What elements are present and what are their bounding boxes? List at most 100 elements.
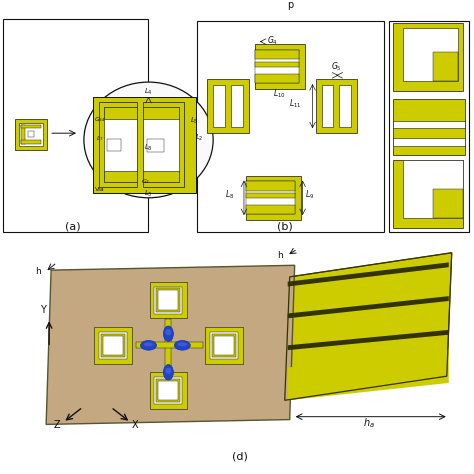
Bar	[231, 85, 243, 128]
Bar	[321, 85, 333, 128]
Bar	[197, 21, 384, 231]
Bar	[21, 125, 25, 144]
Bar	[104, 171, 137, 182]
Bar	[107, 139, 121, 151]
Bar	[213, 85, 225, 128]
Bar	[101, 334, 125, 357]
Text: $L_2$: $L_2$	[195, 133, 204, 143]
Text: $L_{11}$: $L_{11}$	[289, 97, 301, 109]
Text: Y: Y	[40, 304, 46, 315]
Bar	[156, 379, 180, 402]
Text: $G_2$: $G_2$	[141, 177, 150, 186]
Bar	[403, 160, 463, 218]
Bar	[246, 176, 301, 220]
Bar	[255, 74, 299, 83]
Bar	[255, 45, 305, 89]
Polygon shape	[288, 296, 449, 319]
Polygon shape	[46, 265, 295, 424]
Bar	[149, 282, 187, 319]
Text: (d): (d)	[232, 451, 248, 461]
Bar	[15, 118, 47, 150]
Bar	[212, 334, 236, 357]
Polygon shape	[285, 253, 452, 400]
Polygon shape	[288, 350, 449, 400]
Bar	[155, 286, 182, 313]
Bar	[3, 19, 147, 231]
Bar	[99, 332, 127, 359]
Bar	[155, 377, 182, 404]
Bar	[149, 373, 187, 409]
Bar	[156, 289, 180, 311]
Bar	[104, 107, 137, 118]
Polygon shape	[288, 330, 449, 350]
Bar	[19, 123, 43, 146]
Text: h: h	[277, 251, 283, 260]
Text: $h_a$: $h_a$	[363, 416, 375, 430]
Bar	[255, 50, 299, 59]
Bar	[93, 97, 196, 193]
Bar	[158, 381, 178, 400]
Bar	[393, 121, 465, 128]
Text: Via: Via	[95, 187, 105, 192]
Text: $G_{34}$: $G_{34}$	[94, 115, 106, 124]
Text: $L_4$: $L_4$	[144, 87, 153, 97]
Ellipse shape	[141, 340, 156, 350]
Bar	[316, 79, 357, 133]
Bar	[246, 182, 295, 214]
Bar	[433, 189, 463, 218]
Bar	[389, 21, 469, 231]
Bar	[99, 102, 137, 187]
Bar	[403, 28, 458, 81]
Bar	[205, 327, 243, 364]
Text: h: h	[36, 267, 41, 276]
Bar	[146, 139, 164, 153]
Text: $G_5$: $G_5$	[331, 61, 342, 73]
Bar	[143, 102, 184, 187]
Bar	[433, 52, 458, 81]
Text: $L_5$: $L_5$	[190, 116, 199, 126]
Bar	[94, 327, 132, 364]
Bar	[393, 100, 465, 155]
Bar	[28, 131, 34, 137]
Bar	[255, 62, 299, 67]
Bar	[21, 125, 41, 128]
Text: (b): (b)	[277, 222, 292, 232]
Ellipse shape	[84, 82, 213, 198]
Ellipse shape	[144, 342, 153, 346]
Bar	[103, 336, 123, 355]
Bar	[143, 107, 179, 118]
Text: $L_7$: $L_7$	[96, 134, 104, 143]
Ellipse shape	[178, 342, 187, 346]
Bar	[143, 107, 179, 182]
Bar	[246, 205, 295, 214]
Bar	[393, 138, 465, 146]
Text: Z: Z	[54, 420, 60, 430]
Bar	[214, 336, 234, 355]
Bar	[158, 291, 178, 310]
Text: $L_3$: $L_3$	[144, 189, 153, 199]
Ellipse shape	[174, 340, 190, 350]
Ellipse shape	[165, 368, 172, 374]
Bar	[393, 23, 463, 91]
Bar	[246, 182, 295, 191]
Bar	[136, 342, 203, 348]
Bar	[21, 140, 41, 144]
Bar	[210, 332, 238, 359]
Text: $L_8$: $L_8$	[225, 189, 234, 201]
Bar	[143, 171, 179, 182]
Ellipse shape	[164, 365, 173, 380]
Bar	[339, 85, 351, 128]
Bar	[165, 319, 172, 369]
Text: (a): (a)	[65, 222, 81, 232]
Text: $L_9$: $L_9$	[305, 189, 314, 201]
Text: $L_{10}$: $L_{10}$	[273, 88, 286, 100]
Text: $L_8$: $L_8$	[144, 143, 153, 153]
Text: $G_4$: $G_4$	[267, 35, 278, 47]
Bar	[104, 107, 137, 182]
Bar	[207, 79, 249, 133]
Ellipse shape	[164, 326, 173, 341]
Text: p: p	[288, 0, 294, 10]
Bar	[255, 50, 299, 83]
Bar	[393, 160, 463, 228]
Text: X: X	[131, 420, 138, 430]
